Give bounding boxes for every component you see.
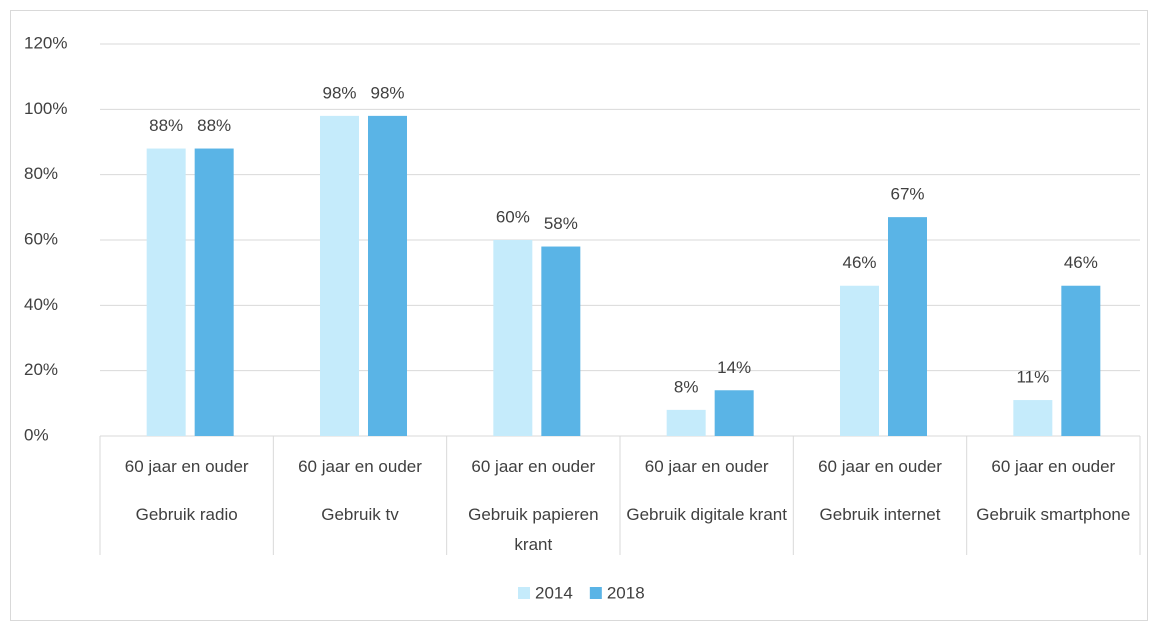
legend-swatch [589, 587, 602, 599]
y-tick-label: 120% [24, 33, 67, 52]
y-tick-label: 60% [24, 229, 58, 248]
y-tick-label: 20% [24, 360, 58, 379]
data-label: 67% [890, 185, 924, 204]
data-label: 11% [1016, 368, 1049, 387]
data-label: 60% [496, 207, 530, 226]
data-label: 14% [717, 358, 751, 377]
x-subcategory-label: 60 jaar en ouder [991, 457, 1116, 476]
bar [320, 115, 359, 436]
bar [1061, 285, 1101, 436]
chart-border [10, 10, 1148, 621]
x-category-label: Gebruik digitale krant [626, 505, 787, 524]
legend-label: 2014 [535, 583, 573, 602]
bar [714, 390, 754, 436]
x-category-label: Gebruik radio [135, 505, 238, 524]
bar [840, 285, 879, 436]
bar [541, 246, 581, 436]
bar [493, 240, 533, 436]
data-label: 58% [544, 214, 578, 233]
x-category-label: Gebruik papieren krant [468, 505, 599, 554]
x-subcategory-label: 60 jaar en ouder [818, 457, 942, 476]
bar [888, 217, 927, 436]
data-label: 98% [322, 83, 356, 102]
x-subcategory-label: 60 jaar en ouder [124, 457, 249, 476]
y-tick-label: 80% [24, 164, 58, 183]
bar [1013, 400, 1053, 436]
x-category-label: Gebruik tv [321, 505, 399, 524]
bar [368, 115, 407, 436]
y-tick-label: 0% [24, 425, 49, 444]
x-category-label: Gebruik smartphone [976, 505, 1131, 524]
x-category-label: Gebruik internet [819, 505, 941, 524]
data-label: 88% [149, 116, 183, 135]
data-label: 98% [370, 83, 404, 102]
y-tick-label: 100% [24, 99, 67, 118]
y-tick-label: 40% [24, 295, 58, 314]
x-subcategory-label: 60 jaar en ouder [298, 457, 422, 476]
bar [146, 148, 186, 437]
x-subcategory-label: 60 jaar en ouder [471, 457, 596, 476]
bar [194, 148, 234, 437]
legend-swatch [518, 587, 530, 599]
data-label: 46% [1064, 253, 1098, 272]
data-label: 8% [674, 377, 699, 396]
data-label: 46% [842, 253, 876, 272]
data-label: 88% [197, 116, 231, 135]
legend-label: 2018 [607, 583, 645, 602]
bar [666, 409, 706, 436]
x-subcategory-label: 60 jaar en ouder [644, 457, 769, 476]
